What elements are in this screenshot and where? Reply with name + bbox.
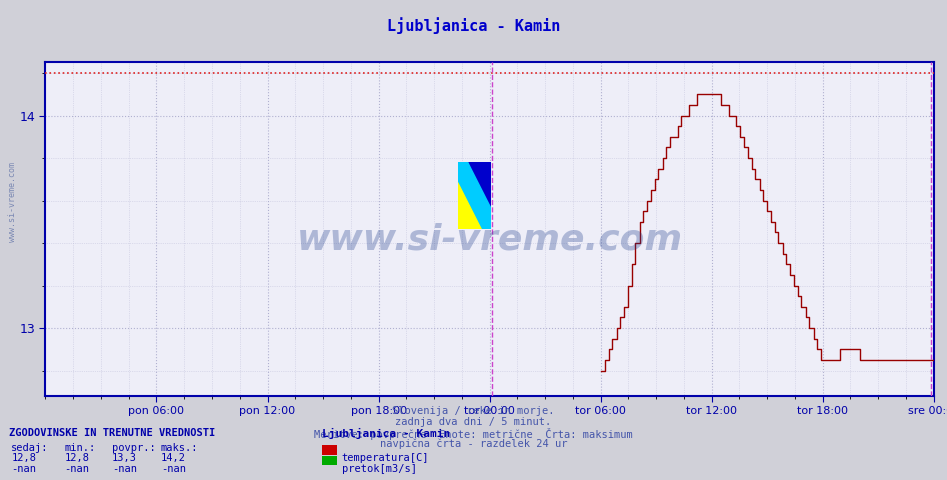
Text: Slovenija / reke in morje.: Slovenija / reke in morje. xyxy=(392,406,555,416)
Text: Ljubljanica - Kamin: Ljubljanica - Kamin xyxy=(322,428,450,439)
Text: 12,8: 12,8 xyxy=(11,453,36,463)
Text: 13,3: 13,3 xyxy=(112,453,136,463)
Text: min.:: min.: xyxy=(64,443,96,453)
Text: sedaj:: sedaj: xyxy=(11,443,49,453)
Text: Meritve: povprečne  Enote: metrične  Črta: maksimum: Meritve: povprečne Enote: metrične Črta:… xyxy=(314,428,633,440)
Text: maks.:: maks.: xyxy=(161,443,199,453)
Text: temperatura[C]: temperatura[C] xyxy=(342,453,429,463)
Text: povpr.:: povpr.: xyxy=(112,443,155,453)
Text: navpična črta - razdelek 24 ur: navpična črta - razdelek 24 ur xyxy=(380,439,567,449)
Text: pretok[m3/s]: pretok[m3/s] xyxy=(342,464,417,474)
Text: ZGODOVINSKE IN TRENUTNE VREDNOSTI: ZGODOVINSKE IN TRENUTNE VREDNOSTI xyxy=(9,428,216,438)
Text: 14,2: 14,2 xyxy=(161,453,186,463)
Text: -nan: -nan xyxy=(64,464,89,474)
Text: -nan: -nan xyxy=(11,464,36,474)
Text: -nan: -nan xyxy=(161,464,186,474)
Text: zadnja dva dni / 5 minut.: zadnja dva dni / 5 minut. xyxy=(396,417,551,427)
Text: 12,8: 12,8 xyxy=(64,453,89,463)
Text: www.si-vreme.com: www.si-vreme.com xyxy=(296,222,683,256)
Text: www.si-vreme.com: www.si-vreme.com xyxy=(8,162,17,241)
Text: Ljubljanica - Kamin: Ljubljanica - Kamin xyxy=(386,17,561,34)
Text: -nan: -nan xyxy=(112,464,136,474)
